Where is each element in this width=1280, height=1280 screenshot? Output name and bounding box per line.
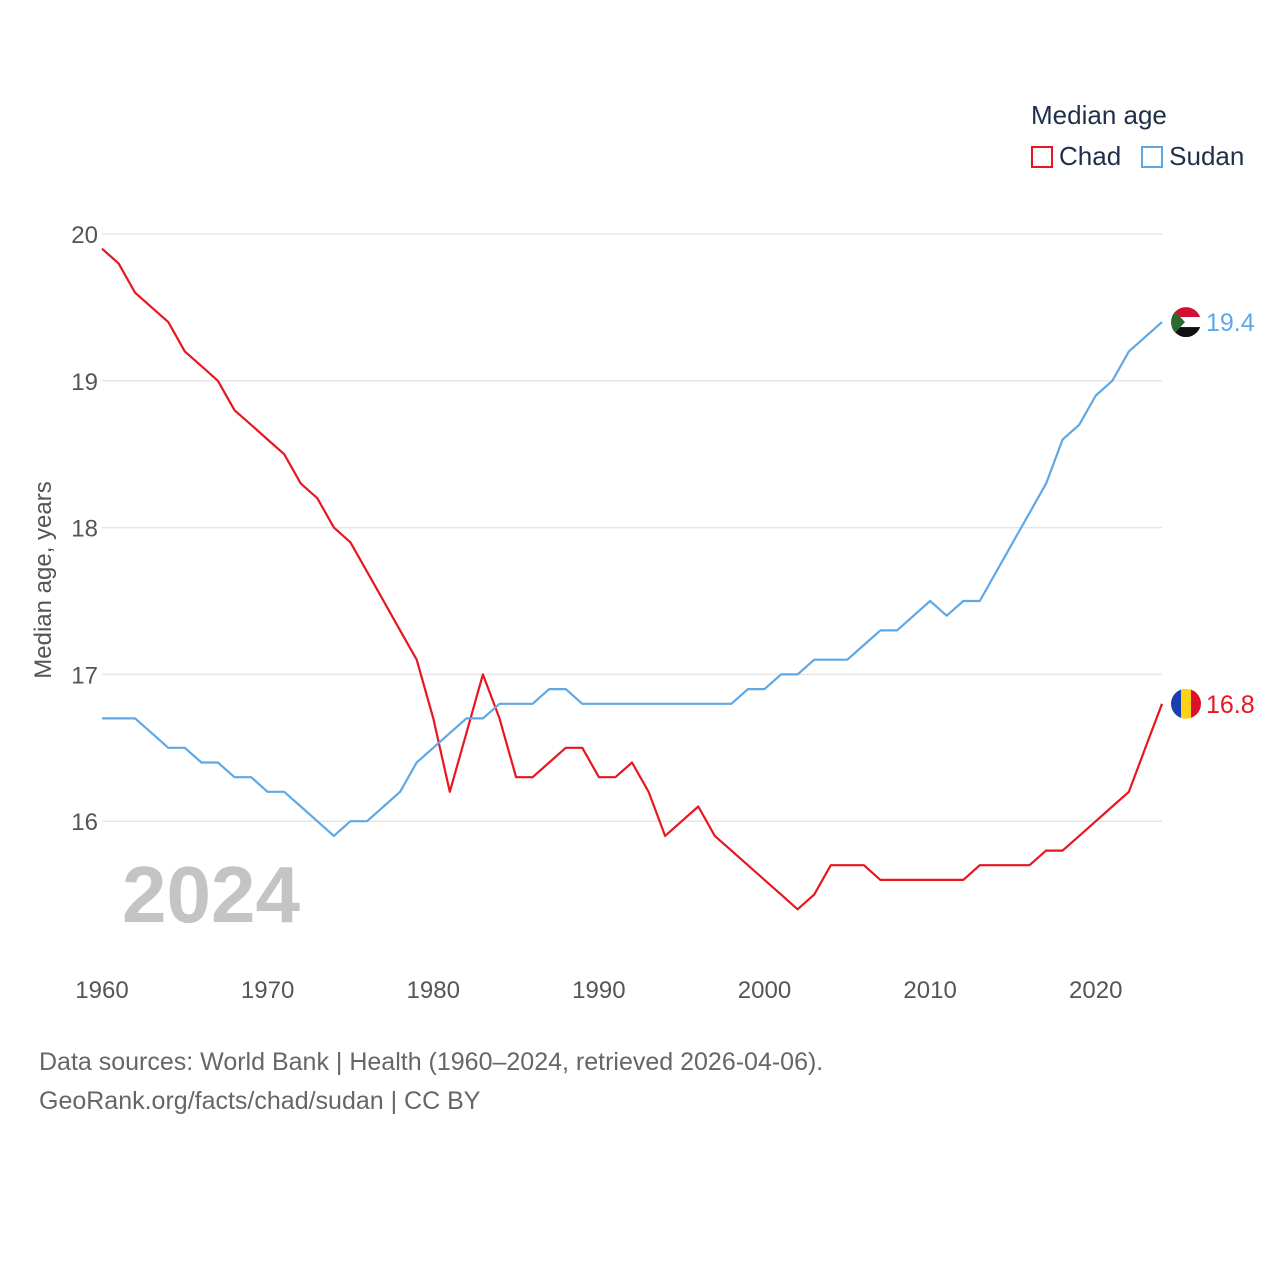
y-tick-label: 17 <box>71 662 98 689</box>
grid-lines <box>102 233 1162 822</box>
y-axis-label: Median age, years <box>30 481 57 678</box>
chad-flag-icon <box>1171 688 1201 719</box>
footer: Data sources: World Bank | Health (1960–… <box>39 1043 823 1121</box>
y-tick-label: 18 <box>71 516 98 543</box>
legend-label-sudan: Sudan <box>1169 141 1245 171</box>
series-lines <box>101 247 1164 911</box>
end-value-label-chad: 16.8 <box>1206 691 1255 719</box>
legend-title: Median age <box>1031 100 1167 130</box>
end-markers: 16.8 19.4 <box>1171 307 1255 719</box>
x-tick-label: 1960 <box>75 977 128 1004</box>
legend: Median age Chad Sudan <box>1031 100 1244 172</box>
year-watermark: 2024 <box>122 850 300 939</box>
legend-label-chad: Chad <box>1059 141 1122 171</box>
x-tick-label: 1980 <box>407 977 460 1004</box>
x-tick-label: 2020 <box>1069 977 1122 1004</box>
y-tick-label: 20 <box>71 222 98 249</box>
x-tick-label: 1970 <box>241 977 294 1004</box>
x-tick-label: 2010 <box>903 977 956 1004</box>
legend-swatch-chad <box>1031 145 1053 168</box>
y-axis-ticks: 16 17 18 19 20 <box>71 222 98 836</box>
legend-item-sudan[interactable]: Sudan <box>1141 141 1244 172</box>
series-line-chad[interactable] <box>101 247 1164 911</box>
sudan-flag-icon <box>1171 307 1201 338</box>
y-tick-label: 16 <box>71 809 98 836</box>
legend-item-chad[interactable]: Chad <box>1031 141 1121 172</box>
x-tick-label: 2000 <box>738 977 791 1004</box>
x-tick-label: 1990 <box>572 977 625 1004</box>
legend-swatch-sudan <box>1141 145 1164 168</box>
y-tick-label: 19 <box>71 369 98 396</box>
end-value-label-sudan: 19.4 <box>1206 309 1255 337</box>
footer-link[interactable]: GeoRank.org/facts/chad/sudan | CC BY <box>39 1087 481 1115</box>
x-axis-ticks: 1960 1970 1980 1990 2000 2010 2020 <box>75 977 1122 1004</box>
series-line-sudan[interactable] <box>102 321 1163 838</box>
footer-sources: Data sources: World Bank | Health (1960–… <box>39 1048 824 1076</box>
